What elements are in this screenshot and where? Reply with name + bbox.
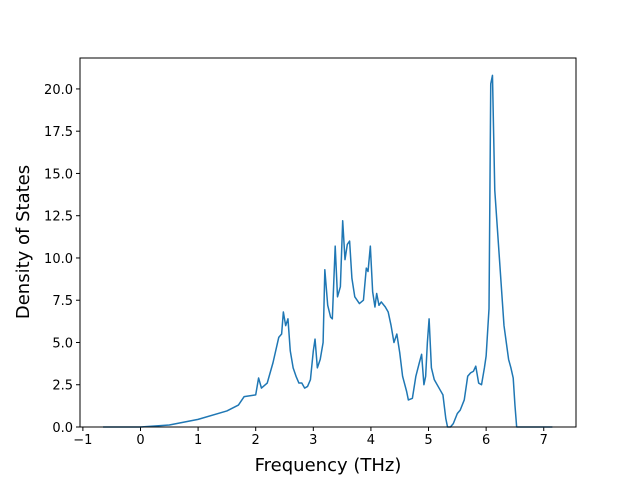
y-tick-label: 20.0	[44, 83, 73, 98]
x-tick-label: 2	[252, 433, 260, 448]
x-axis-label: Frequency (THz)	[255, 455, 402, 476]
x-tick-label: 0	[136, 433, 144, 448]
x-tick-label: 6	[482, 433, 490, 448]
line	[103, 74, 553, 428]
y-tick-label: 2.5	[52, 379, 73, 394]
y-tick-label: 12.5	[44, 210, 73, 225]
x-tick-label: −1	[73, 433, 92, 448]
y-tick-label: 0.0	[52, 421, 73, 436]
x-tick-label: 3	[309, 433, 317, 448]
plot-frame	[79, 57, 577, 428]
y-tick-label: 5.0	[52, 336, 73, 351]
y-tick-label: 15.0	[44, 167, 73, 182]
x-tick-label: 7	[540, 433, 548, 448]
y-tick-label: 17.5	[44, 125, 73, 140]
x-tick-label: 1	[194, 433, 202, 448]
y-axis-label: Density of States	[13, 165, 34, 319]
x-tick-label: 5	[424, 433, 432, 448]
x-tick-label: 4	[367, 433, 375, 448]
y-tick-label: 7.5	[52, 294, 73, 309]
y-tick-label: 10.0	[44, 252, 73, 267]
